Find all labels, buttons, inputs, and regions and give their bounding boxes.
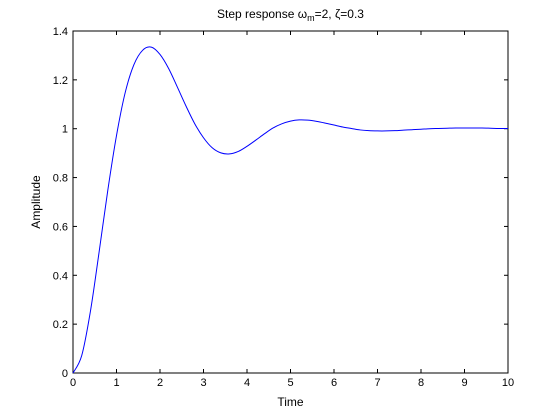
y-tick-label: 0 [62, 368, 68, 380]
y-tick-label: 1.4 [53, 26, 68, 38]
x-tick-label: 8 [418, 377, 424, 389]
y-tick-label: 0.6 [53, 221, 68, 233]
y-axis-ticks: 0 0.2 0.4 0.6 0.8 1 1.2 1.4 [53, 26, 508, 380]
y-axis-label: Amplitude [29, 175, 43, 229]
title-zeta-symbol: ζ [335, 7, 341, 21]
x-tick-label: 1 [113, 377, 119, 389]
chart-title: Step response ωm=2, ζ=0.3 [217, 7, 364, 23]
y-tick-label: 0.8 [53, 173, 68, 185]
x-tick-label: 0 [70, 377, 76, 389]
x-tick-label: 3 [200, 377, 206, 389]
y-tick-label: 1 [62, 124, 68, 136]
x-axis-ticks: 0 1 2 3 4 5 6 7 8 9 10 [70, 31, 514, 389]
x-tick-label: 6 [331, 377, 337, 389]
step-response-line [72, 46, 509, 374]
plot-area [72, 30, 509, 374]
title-omega-subscript: m [307, 13, 315, 23]
x-tick-label: 7 [374, 377, 380, 389]
y-tick-label: 0.2 [53, 319, 68, 331]
x-tick-label: 10 [502, 377, 514, 389]
x-tick-label: 4 [244, 377, 250, 389]
x-axis-label: Time [277, 395, 304, 409]
x-tick-label: 5 [287, 377, 293, 389]
title-omega-value: =2, [315, 7, 335, 21]
x-tick-label: 9 [461, 377, 467, 389]
y-tick-label: 0.4 [53, 270, 68, 282]
x-tick-label: 2 [157, 377, 163, 389]
title-zeta-value: =0.3 [340, 7, 364, 21]
y-tick-label: 1.2 [53, 75, 68, 87]
title-omega-symbol: ω [298, 7, 307, 21]
title-prefix: Step response [217, 7, 298, 21]
